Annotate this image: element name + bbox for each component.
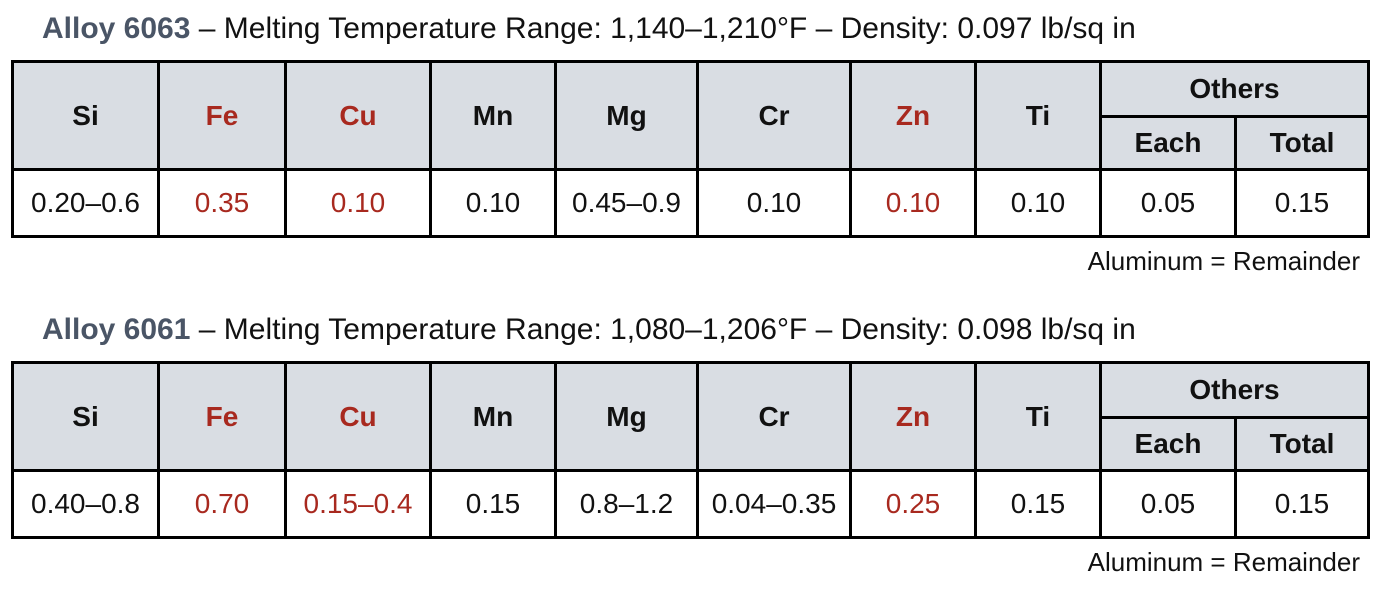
column-header: Ti (974, 60, 1102, 171)
alloy-description: – Melting Temperature Range: 1,140–1,210… (198, 12, 1136, 45)
subheader-row: Each Total (13, 115, 1370, 171)
value-cell: 0.45–0.9 (554, 168, 699, 238)
value-cell: 0.15 (974, 469, 1102, 539)
footnote: Aluminum = Remainder (1087, 246, 1360, 276)
value-cell: 0.10 (849, 168, 977, 238)
header-row: Si Fe Cu Mn Mg Cr Zn Ti Others (11, 60, 1370, 171)
column-header: Mn (429, 361, 557, 472)
value-cell: 0.05 (1099, 168, 1237, 238)
value-cell: 0.10 (974, 168, 1102, 238)
column-header: Si (11, 60, 160, 171)
subheader-row: Each Total (13, 416, 1370, 472)
value-cell: 0.15 (1234, 469, 1370, 539)
column-header: Si (11, 361, 160, 472)
column-header: Mn (429, 60, 557, 171)
value-cell: 0.15–0.4 (284, 469, 432, 539)
value-cell: 0.25 (849, 469, 977, 539)
column-header: Fe (157, 361, 287, 472)
alloy-description: – Melting Temperature Range: 1,080–1,206… (198, 313, 1136, 346)
others-header: Others (1099, 361, 1370, 419)
value-cell: 0.10 (429, 168, 557, 238)
alloy-name: Alloy 6061 (42, 313, 191, 346)
value-cell: 0.70 (157, 469, 287, 539)
others-subheader: Each (1099, 115, 1237, 171)
alloy-name: Alloy 6063 (42, 12, 191, 45)
value-cell: 0.8–1.2 (554, 469, 699, 539)
column-header: Zn (849, 60, 977, 171)
composition-table: Si Fe Cu Mn Mg Cr Zn Ti Others Each Total 0.40–0.8 0… (11, 361, 1370, 539)
value-cell: 0.10 (696, 168, 852, 238)
others-subheader: Total (1234, 115, 1370, 171)
column-header: Cr (696, 60, 852, 171)
value-cell: 0.35 (157, 168, 287, 238)
column-header: Cu (284, 361, 432, 472)
column-header: Cu (284, 60, 432, 171)
value-cell: 0.10 (284, 168, 432, 238)
value-cell: 0.05 (1099, 469, 1237, 539)
value-cell: 0.04–0.35 (696, 469, 852, 539)
footnote: Aluminum = Remainder (1087, 547, 1360, 577)
column-header: Cr (696, 361, 852, 472)
data-row: 0.40–0.8 0.70 0.15–0.4 0.15 0.8–1.2 0.04–0.35… (11, 469, 1370, 539)
others-header: Others (1099, 60, 1370, 118)
value-cell: 0.40–0.8 (11, 469, 160, 539)
value-cell: 0.15 (1234, 168, 1370, 238)
column-header: Mg (554, 60, 699, 171)
column-header: Zn (849, 361, 977, 472)
others-subheader: Total (1234, 416, 1370, 472)
header-row: Si Fe Cu Mn Mg Cr Zn Ti Others (11, 361, 1370, 472)
column-header: Mg (554, 361, 699, 472)
section-title: Alloy 6063 – Melting Temperature Range: … (42, 12, 1136, 46)
section-title: Alloy 6061 – Melting Temperature Range: … (42, 313, 1136, 347)
column-header: Fe (157, 60, 287, 171)
data-row: 0.20–0.6 0.35 0.10 0.10 0.45–0.9 0.10 0.10 0.10… (11, 168, 1370, 238)
value-cell: 0.20–0.6 (11, 168, 160, 238)
others-subheader: Each (1099, 416, 1237, 472)
value-cell: 0.15 (429, 469, 557, 539)
composition-table: Si Fe Cu Mn Mg Cr Zn Ti Others Each Total 0.20–0.6 0… (11, 60, 1370, 238)
column-header: Ti (974, 361, 1102, 472)
